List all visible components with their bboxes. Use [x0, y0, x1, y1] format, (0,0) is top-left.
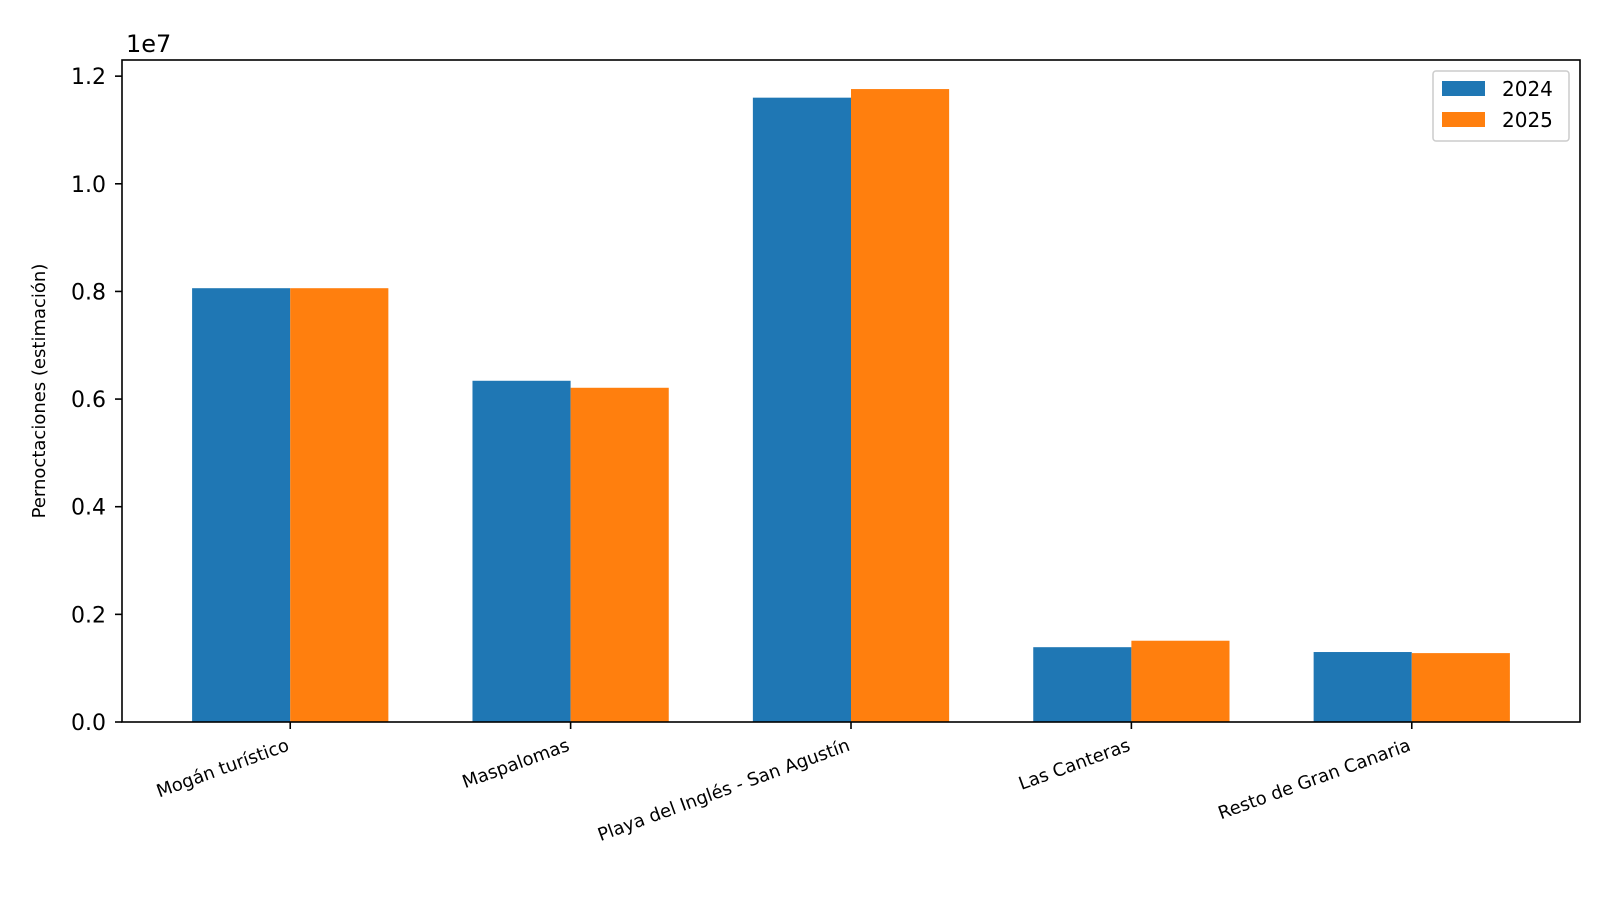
- x-tick-label: Las Canteras: [1016, 735, 1133, 795]
- y-axis: 0.0 0.2 0.4 0.6 0.8 1.0 1.2: [71, 65, 122, 736]
- legend: 2024 2025: [1432, 70, 1570, 142]
- bar-2024-1: [472, 380, 571, 722]
- bar-2024-2: [752, 97, 851, 723]
- y-tick-label: 1.0: [71, 173, 106, 198]
- bar-2025-2: [851, 89, 950, 722]
- y-axis-label: Pernoctaciones (estimación): [29, 264, 50, 519]
- x-tick-label: Mogán turístico: [154, 735, 292, 802]
- y-tick-label: 0.0: [71, 711, 106, 736]
- bar-2025-3: [1131, 640, 1230, 722]
- bar-2024-3: [1033, 647, 1132, 722]
- legend-label-2025: 2025: [1502, 108, 1553, 132]
- y-tick-label: 0.4: [71, 496, 106, 521]
- legend-label-2024: 2024: [1502, 77, 1553, 101]
- y-tick-label: 1.2: [71, 65, 106, 90]
- y-tick-label: 0.2: [71, 603, 106, 628]
- bar-2025-1: [570, 387, 669, 722]
- x-tick-label: Maspalomas: [460, 735, 573, 793]
- bars-layer: [192, 89, 1510, 723]
- y-tick-label: 0.8: [71, 280, 106, 305]
- x-tick-label: Resto de Gran Canaria: [1215, 735, 1413, 824]
- bar-2025-0: [290, 288, 389, 722]
- bar-2024-4: [1313, 652, 1412, 722]
- x-axis: Mogán turístico Maspalomas Playa del Inglé…: [154, 722, 1413, 846]
- y-tick-label: 0.6: [71, 388, 106, 413]
- bar-2024-0: [192, 288, 291, 722]
- y-offset-label: 1e7: [126, 30, 171, 58]
- legend-swatch-2025: [1442, 112, 1485, 127]
- legend-swatch-2024: [1442, 81, 1485, 96]
- bar-2025-4: [1411, 653, 1510, 722]
- x-tick-label: Playa del Inglés - San Agustín: [595, 735, 853, 846]
